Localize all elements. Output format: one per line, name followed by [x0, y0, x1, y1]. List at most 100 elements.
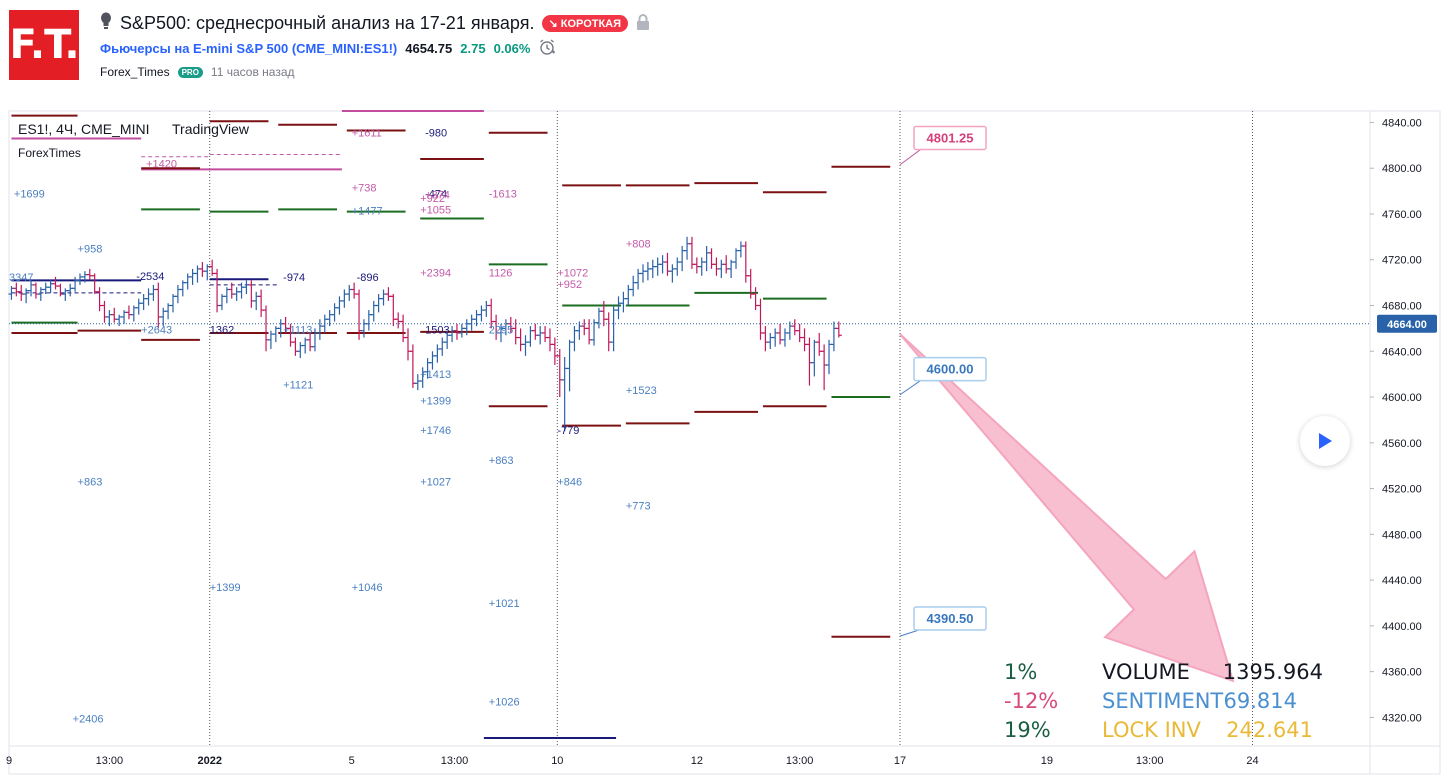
x-tick-label: 10	[551, 755, 563, 767]
volume-annotation: +808	[626, 239, 651, 251]
callout-label: 4600.00	[927, 362, 974, 377]
ohlc-bar	[835, 321, 842, 338]
published-time: 11 часов назад	[210, 65, 295, 79]
volume-annotation: +1611	[352, 128, 382, 140]
y-tick-label: 4480.00	[1382, 529, 1422, 541]
author-link[interactable]: Forex_Times	[100, 65, 170, 79]
volume-annotation: -474	[425, 188, 447, 200]
callout-pointer	[899, 148, 923, 166]
x-tick-label: 13:00	[1136, 755, 1164, 767]
volume-annotation: +863	[78, 477, 103, 489]
volume-annotation: +1072	[557, 267, 588, 279]
idea-title[interactable]: S&P500: среднесрочный анализ на 17-21 ян…	[120, 12, 535, 33]
price-callout: 4801.25	[899, 125, 987, 166]
play-icon	[1319, 433, 1332, 449]
stat-change-pct: 1%	[1004, 660, 1037, 684]
current-price-tag-label: 4664.00	[1387, 319, 1427, 331]
volume-annotation: +1399	[420, 395, 451, 407]
x-tick-label: 24	[1246, 755, 1258, 767]
brand-logo[interactable]: F.T.	[9, 10, 80, 80]
y-tick-label: 4760.00	[1382, 209, 1422, 221]
volume-annotation: +1121	[283, 379, 313, 391]
idea-title-row: S&P500: среднесрочный анализ на 17-21 ян…	[100, 10, 650, 36]
volume-annotation: +1113	[283, 325, 312, 337]
volume-annotation: 1126	[489, 267, 513, 279]
symbol-row: Фьючерсы на E-mini S&P 500 (CME_MINI:ES1…	[100, 38, 556, 59]
stat-value: 1395.964	[1223, 660, 1323, 684]
author-row: Forex_Times PRO 11 часов назад	[100, 64, 295, 80]
symbol-name-link[interactable]: Фьючерсы на E-mini S&P 500 (CME_MINI:ES1…	[100, 41, 397, 56]
callout-label: 4801.25	[927, 130, 974, 145]
x-tick-label: 5	[349, 755, 355, 767]
stat-value: 242.641	[1226, 718, 1313, 742]
play-replay-button[interactable]	[1300, 416, 1350, 466]
stat-change-pct: 19%	[1004, 718, 1051, 742]
y-tick-label: 4800.00	[1382, 163, 1422, 175]
volume-annotation: 1503	[425, 325, 449, 337]
x-tick-label: 17	[894, 755, 906, 767]
volume-annotation: +1046	[352, 582, 383, 594]
stat-name: LOCK INV	[1102, 718, 1201, 742]
y-tick-label: 4320.00	[1382, 712, 1422, 724]
price-change: 2.75	[460, 40, 486, 56]
volume-annotation: +2643	[141, 325, 172, 337]
volume-annotation: +1477	[352, 206, 383, 218]
volume-annotation: 2295	[489, 325, 513, 337]
stat-name: SENTIMENT	[1102, 689, 1223, 713]
volume-annotation: +1413	[420, 369, 451, 381]
callout-box	[913, 125, 987, 151]
volume-annotation: +1746	[420, 425, 451, 437]
y-tick-label: 4640.00	[1382, 346, 1422, 358]
volume-annotation: +773	[626, 501, 651, 513]
chart-watermark-brand: TradingView	[172, 121, 250, 137]
callout-box	[913, 606, 987, 631]
volume-annotation: 3347	[9, 272, 33, 284]
volume-annotation: +1699	[14, 188, 45, 200]
stat-change-pct: -12%	[1004, 689, 1058, 713]
y-tick-label: 4720.00	[1382, 255, 1422, 267]
y-tick-label: 4840.00	[1382, 117, 1422, 129]
forecast-arrow	[899, 333, 1235, 683]
volume-annotation: +1021	[489, 598, 520, 610]
volume-annotation: -1613	[489, 188, 517, 200]
y-tick-label: 4520.00	[1382, 484, 1422, 496]
volume-annotation: +863	[489, 455, 514, 467]
x-tick-label: 13:00	[786, 755, 814, 767]
x-tick-label: 13:00	[441, 755, 469, 767]
volume-annotation: +1399	[210, 582, 241, 594]
direction-badge: ↘ КОРОТКАЯ	[542, 14, 629, 32]
volume-annotation: -896	[357, 272, 379, 284]
price-change-pct: 0.06%	[493, 40, 531, 56]
symbol-code: (CME_MINI:ES1!)	[291, 40, 398, 56]
ohlc-bars	[8, 236, 842, 432]
volume-annotation: +374	[425, 190, 450, 202]
price-callout: 4600.00	[899, 356, 987, 396]
x-tick-label: 2022	[197, 755, 221, 767]
y-tick-label: 4400.00	[1382, 621, 1422, 633]
alarm-clock-icon[interactable]	[538, 38, 556, 59]
volume-annotation: -2534	[136, 271, 164, 283]
price-callout: 4390.50	[899, 606, 987, 637]
symbol-name: Фьючерсы на E-mini S&P 500	[100, 40, 289, 56]
volume-annotation: -980	[425, 128, 447, 140]
chart-watermark-author: ForexTimes	[18, 146, 81, 160]
stat-name: VOLUME	[1102, 660, 1190, 684]
chart-watermark-symbol: ES1!, 4Ч, CME_MINI	[18, 121, 149, 137]
y-tick-label: 4360.00	[1382, 667, 1422, 679]
current-price-tag	[1377, 314, 1437, 333]
x-tick-label: 19	[1041, 755, 1053, 767]
pro-badge: PRO	[177, 66, 203, 78]
volume-annotation: +1055	[420, 204, 451, 216]
y-tick-label: 4560.00	[1382, 438, 1422, 450]
volume-annotation: +2394	[420, 267, 451, 279]
volume-annotation: +952	[557, 279, 582, 291]
callout-box	[913, 356, 987, 382]
volume-annotation: +846	[557, 477, 582, 489]
x-tick-label: 13:00	[96, 755, 124, 767]
callout-label: 4390.50	[927, 611, 974, 626]
y-tick-label: 4600.00	[1382, 392, 1422, 404]
volume-annotation: +1027	[420, 477, 451, 489]
volume-annotation: -779	[557, 425, 579, 437]
x-tick-label: 9	[6, 755, 12, 767]
